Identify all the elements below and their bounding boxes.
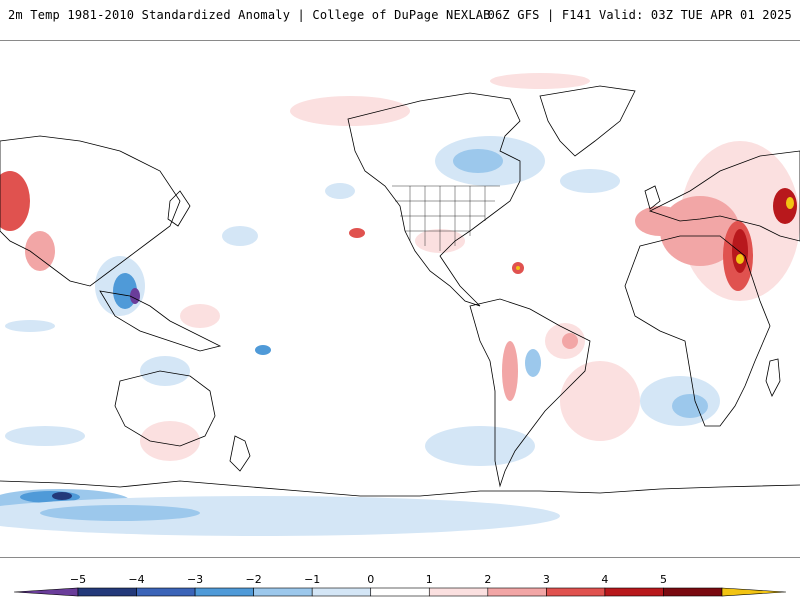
model-run-info: 06Z GFS | F141 Valid: 03Z TUE APR 01 202… — [487, 8, 792, 22]
colorbar-svg: −5 −4 −3 −2 −1 0 1 2 3 4 5 — [13, 573, 787, 597]
colorbar-tick-label: −1 — [304, 573, 320, 586]
colorbar-bin — [194, 587, 254, 597]
colorbar-tick-label: −3 — [187, 573, 203, 586]
africa-outline — [624, 235, 771, 427]
antarctica-outline — [0, 480, 800, 497]
map-title: 2m Temp 1981-2010 Standardized Anomaly |… — [8, 8, 491, 22]
colorbar-tick-label: 1 — [426, 573, 433, 586]
new-zealand-outline — [229, 435, 251, 472]
cold-anomaly-shading — [0, 136, 720, 536]
colorbar-min-cap — [13, 587, 79, 597]
colorbar-tick-label: 2 — [484, 573, 491, 586]
colorbar-tick-label: 4 — [601, 573, 608, 586]
eurasia-right-outline — [648, 150, 800, 242]
colorbar-bin — [663, 587, 723, 597]
north-america-outline — [347, 92, 521, 307]
asia-left-outline — [0, 135, 181, 287]
colorbar-bin — [546, 587, 606, 597]
colorbar-max-cap — [721, 587, 787, 597]
colorbar-bin — [253, 587, 313, 597]
japan-outline — [167, 190, 191, 227]
colorbar-bin — [370, 587, 430, 597]
colorbar-tick-label: 3 — [543, 573, 550, 586]
colorbar-tick-label: −5 — [70, 573, 86, 586]
us-state-borders — [392, 185, 500, 251]
map-canvas — [0, 73, 800, 536]
colorbar-tick-label: 5 — [660, 573, 667, 586]
colorbar-bin — [77, 587, 137, 597]
map-header: 2m Temp 1981-2010 Standardized Anomaly |… — [0, 0, 800, 34]
colorbar-bin — [136, 587, 196, 597]
coastlines — [0, 85, 800, 497]
british-isles-outline — [644, 185, 661, 210]
colorbar-bin — [487, 587, 547, 597]
south-america-outline — [469, 298, 591, 488]
australia-outline — [114, 370, 216, 447]
colorbar-bin — [604, 587, 664, 597]
colorbar: −5 −4 −3 −2 −1 0 1 2 3 4 5 — [0, 568, 800, 600]
colorbar-tick-label: −4 — [128, 573, 144, 586]
colorbar-bin — [428, 587, 489, 597]
colorbar-bin — [311, 587, 372, 597]
anomaly-map — [0, 40, 800, 558]
colorbar-tick-label: −2 — [246, 573, 262, 586]
colorbar-tick-label: 0 — [367, 573, 374, 586]
madagascar-outline — [765, 358, 781, 397]
greenland-outline — [539, 85, 636, 157]
maritime-asia-outline — [99, 290, 222, 352]
